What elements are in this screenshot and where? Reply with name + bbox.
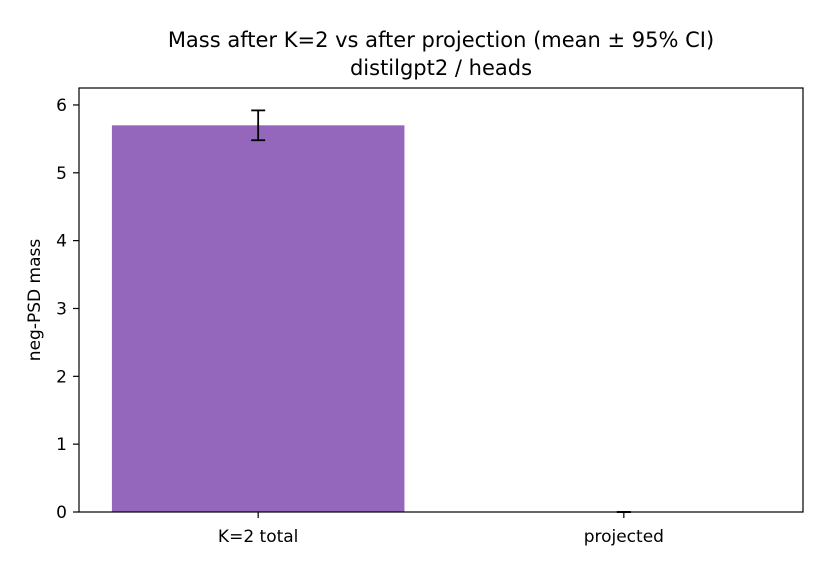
chart-subtitle: distilgpt2 / heads xyxy=(350,56,532,80)
bars xyxy=(111,125,405,512)
x-tick-label: K=2 total xyxy=(218,527,298,547)
x-axis-ticks: K=2 total projected xyxy=(218,512,664,547)
y-tick-label: 2 xyxy=(56,367,67,387)
error-bar-k-2-total xyxy=(251,109,266,142)
bar-k-2-total xyxy=(111,125,405,512)
y-tick-label: 1 xyxy=(56,435,67,455)
y-tick-label: 4 xyxy=(56,232,67,252)
y-axis-label: neg-PSD mass xyxy=(25,239,45,362)
chart-title: Mass after K=2 vs after projection (mean… xyxy=(168,28,714,52)
y-tick-label: 3 xyxy=(56,299,67,319)
y-tick-label: 5 xyxy=(56,164,67,184)
plot-frame xyxy=(78,87,804,513)
y-tick-label: 0 xyxy=(56,503,67,523)
x-tick-label: projected xyxy=(584,527,664,547)
y-axis-ticks: 0 1 2 3 4 5 6 xyxy=(56,96,79,523)
y-tick-label: 6 xyxy=(56,96,67,116)
